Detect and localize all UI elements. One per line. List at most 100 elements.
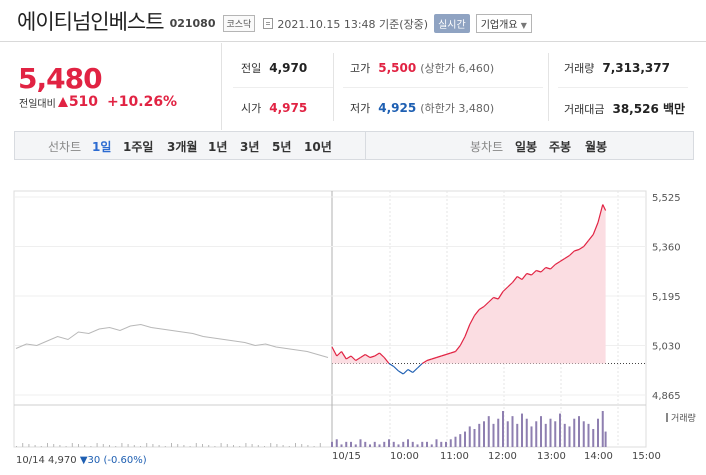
tab-daily[interactable]: 일봉 [515, 140, 538, 154]
prev-volume-bar [270, 443, 272, 447]
tab-1y[interactable]: 1년 [208, 140, 228, 154]
y-tick-label: 5,525 [652, 193, 681, 204]
divider [558, 87, 688, 88]
volume-bar [340, 444, 343, 447]
price-line-segment-up [364, 353, 371, 359]
volume-bar [454, 436, 457, 447]
prev-volume-bar [78, 444, 79, 447]
prev-volume-bar [140, 446, 141, 447]
volume-bar [369, 444, 371, 447]
volume-bar [516, 423, 519, 447]
prev-volume-bar [245, 443, 247, 447]
prev-volume-bar [202, 444, 203, 447]
prev-volume-bar [295, 443, 296, 447]
volume-bar [345, 441, 348, 447]
price-line-segment-up [436, 355, 442, 359]
prev-volume-bar [183, 445, 185, 447]
price-line-segment-down [412, 367, 418, 373]
volume-bar [397, 444, 400, 447]
y-tick-label: 5,030 [652, 342, 681, 353]
y-tick-label: 5,195 [652, 292, 681, 303]
change-percent: +10.26% [107, 94, 178, 110]
volume-bar [402, 441, 405, 447]
prev-volume-bar [226, 444, 228, 447]
price-line-segment-up [502, 286, 509, 292]
prev-volume-bar [164, 446, 166, 447]
stock-header: 에이티넘인베스트 021080 코스닥 2021.10.15 13:48 기준(… [0, 0, 706, 42]
volume-bar [392, 441, 395, 447]
price-line-segment-up [478, 305, 485, 311]
company-info-dropdown[interactable]: 기업개요 ▼ [475, 13, 532, 33]
chart-tab-bar: 선차트 1일 1주일 3개월 1년 3년 5년 10년 봉차트 일봉 주봉 월봉 [14, 131, 694, 160]
price-line-segment-up [345, 355, 352, 360]
volume-bar [487, 416, 490, 447]
volume-bar [411, 441, 414, 447]
price-line-segment-up [507, 282, 513, 288]
volume-bar [473, 429, 476, 447]
prev-volume-bar [127, 444, 129, 447]
price-line-segment-up [421, 359, 428, 365]
prev-volume-bar [171, 443, 172, 447]
line-chart-label: 선차트 [48, 140, 82, 154]
volume-bar [407, 439, 409, 447]
tab-3y[interactable]: 3년 [240, 140, 260, 154]
volume-bar [354, 444, 357, 447]
prev-day-summary: 10/14 4,970 ▼30 (-0.60%) [16, 455, 147, 466]
prev-volume-bar [133, 445, 135, 447]
prev-volume-bar [307, 445, 309, 447]
price-line-segment-up [340, 351, 347, 360]
volume-bar [359, 439, 362, 447]
tab-3m[interactable]: 3개월 [167, 140, 198, 154]
prev-volume-bar [90, 446, 92, 447]
price-line-segment-up [379, 352, 385, 358]
volume-bar [449, 439, 452, 447]
volume-bar [459, 434, 462, 447]
tab-5y[interactable]: 5년 [272, 140, 292, 154]
prev-volume-bar [40, 446, 42, 447]
price-line-segment-up [493, 296, 499, 300]
x-tick-label: 11:00 [440, 451, 469, 460]
tab-10y[interactable]: 10년 [304, 140, 332, 154]
price-line-segment-up [426, 358, 432, 362]
price-line-segment-down [398, 370, 404, 375]
price-line-segment-up [550, 264, 556, 270]
price-line-segment-up [602, 204, 607, 211]
tab-monthly[interactable]: 월봉 [585, 140, 608, 154]
prev-volume-bar [16, 446, 17, 447]
tab-weekly[interactable]: 주봉 [549, 140, 572, 154]
volume-bar [416, 444, 419, 447]
price-line-segment-up [597, 204, 604, 223]
realtime-button[interactable]: 실시간 [434, 13, 470, 33]
prev-volume-bar [220, 443, 222, 447]
price-line-segment-up [531, 270, 537, 276]
tab-1d[interactable]: 1일 [92, 140, 112, 154]
divider [365, 132, 366, 159]
company-name: 에이티넘인베스트 [17, 9, 165, 34]
volume-bar [525, 418, 528, 447]
volume-bar [597, 418, 599, 447]
prev-volume-bar [84, 445, 86, 447]
volume-bar [544, 423, 547, 447]
volume-bar [445, 441, 447, 447]
volume-bar [540, 416, 542, 447]
volume-bar [478, 423, 481, 447]
prev-volume-bar [195, 443, 197, 447]
price-line-segment-up [545, 266, 551, 270]
volume-bar [388, 439, 390, 447]
price-line-segment-up [592, 222, 599, 235]
price-line-segment-up [445, 352, 451, 356]
prev-volume-bar [264, 446, 265, 447]
prev-volume-bar [233, 445, 234, 447]
chevron-down-icon: ▼ [520, 20, 527, 30]
prev-day-line [15, 323, 329, 358]
prev-volume-bar [158, 445, 160, 447]
price-line-segment-up [360, 353, 366, 359]
price-change: 전일대비 510 +10.26% [19, 94, 177, 110]
prev-volume-bar [121, 443, 123, 447]
volume-bar [563, 423, 566, 447]
stat-prev-close: 전일 4,970 [241, 61, 308, 75]
price-line-segment-up [578, 245, 585, 251]
volume-bar [483, 421, 485, 447]
price-line-segment-up [450, 350, 456, 354]
tab-1w[interactable]: 1주일 [123, 140, 154, 154]
